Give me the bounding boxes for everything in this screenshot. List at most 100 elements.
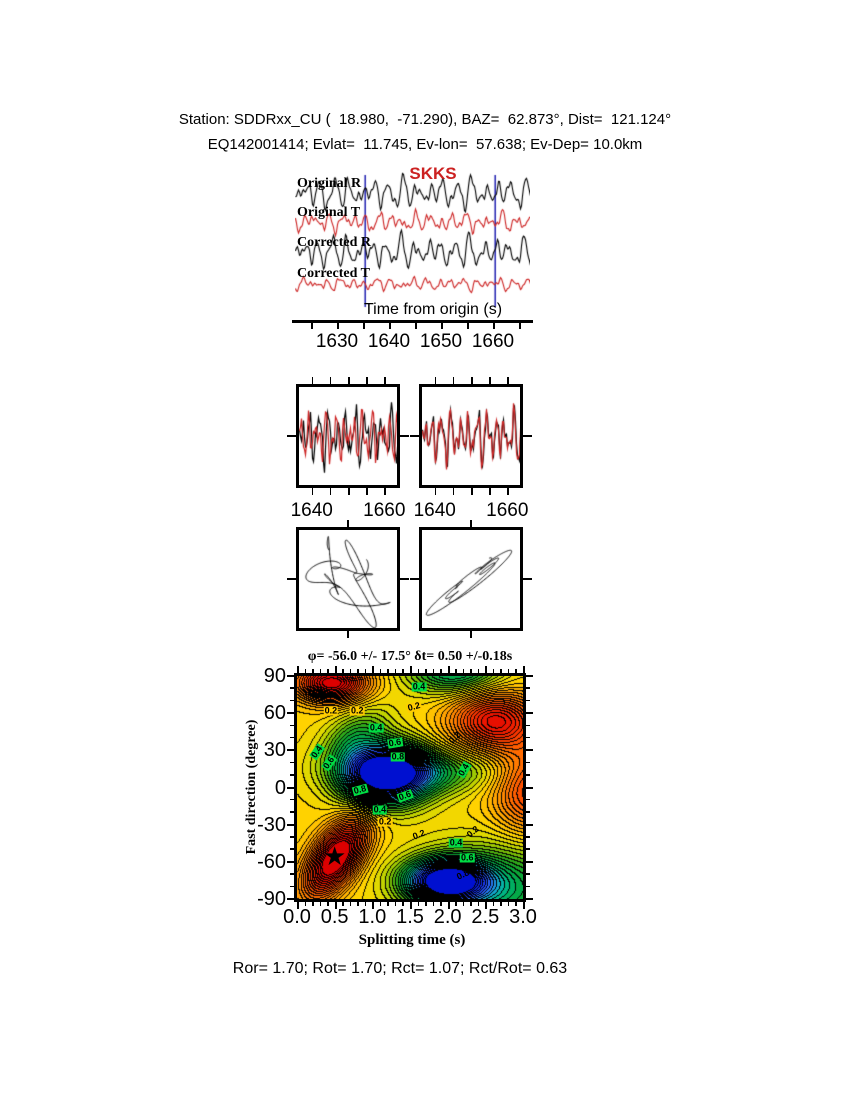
- time-axis-tick: [363, 323, 365, 329]
- contour-xtick-bottom: [455, 902, 457, 906]
- contour-ytick-right: [526, 712, 533, 715]
- contour-xtick-label: 0.5: [320, 906, 349, 928]
- contour-xtick-bottom: [387, 902, 389, 906]
- contour-xtick-top: [304, 669, 307, 673]
- contour-xtick-bottom: [319, 902, 322, 906]
- contour-ytick-left: [287, 786, 294, 789]
- contour-ytick-label: -30: [257, 813, 286, 836]
- misfit-surface-frame: [294, 673, 526, 902]
- pm-box-tick-bottom: [470, 631, 472, 638]
- contour-ytick-left: [290, 699, 294, 702]
- contour-xtick-label: 2.0: [433, 906, 462, 928]
- contour-xtick-bottom: [364, 902, 367, 906]
- time-axis-tick: [467, 323, 469, 329]
- contour-ytick-right: [526, 798, 530, 801]
- contour-ytick-label: 0: [274, 776, 286, 799]
- window-box-tick-bottom: [329, 488, 332, 495]
- window-box-tick-left: [287, 435, 296, 437]
- window-box-tick-label: 1660: [363, 500, 406, 521]
- contour-xtick-label: 2.5: [471, 906, 500, 928]
- contour-xtick-bottom: [507, 902, 510, 906]
- particle-motion-corrected-canvas: [422, 530, 520, 628]
- window-box-tick-top: [434, 377, 437, 384]
- contour-xtick-bottom: [297, 902, 299, 909]
- contour-xtick-bottom: [394, 902, 397, 906]
- contour-xtick-top: [440, 669, 442, 673]
- contour-value-label: 0.8: [390, 751, 406, 762]
- contour-xtick-top: [342, 669, 344, 673]
- contour-xtick-top: [477, 669, 480, 673]
- contour-xtick-top: [455, 669, 457, 673]
- contour-xtick-bottom: [304, 902, 307, 906]
- contour-xtick-top: [387, 669, 389, 673]
- contour-xtick-bottom: [500, 902, 502, 906]
- window-waveform-original-canvas: [299, 387, 397, 485]
- window-box-tick-label: 1640: [290, 500, 333, 521]
- window-box-tick-top: [311, 377, 314, 384]
- contour-ytick-label: -60: [257, 850, 286, 873]
- window-box-tick-bottom: [366, 488, 368, 495]
- time-tick-label: 1660: [471, 331, 515, 352]
- contour-xtick-bottom: [462, 902, 465, 906]
- contour-ytick-right: [526, 687, 530, 689]
- contour-xtick-top: [417, 669, 420, 673]
- contour-xtick-label: 1.5: [396, 906, 424, 928]
- contour-ytick-left: [290, 873, 294, 875]
- contour-xtick-bottom: [312, 902, 314, 906]
- contour-ytick-right: [526, 898, 533, 900]
- contour-ytick-left: [290, 885, 294, 888]
- contour-xtick-top: [334, 666, 337, 673]
- contour-ytick-right: [526, 873, 530, 875]
- contour-xtick-bottom: [349, 902, 352, 906]
- contour-xtick-top: [357, 669, 359, 673]
- contour-xtick-bottom: [342, 902, 344, 906]
- contour-ytick-left: [290, 836, 294, 838]
- contour-xtick-top: [485, 666, 488, 673]
- contour-ytick-right: [526, 761, 530, 764]
- contour-xtick-top: [500, 669, 502, 673]
- contour-xtick-bottom: [334, 902, 337, 909]
- contour-ytick-left: [290, 761, 294, 764]
- contour-ytick-left: [290, 798, 294, 801]
- contour-value-label: 0.4: [448, 837, 464, 848]
- quality-footer: Ror= 1.70; Rot= 1.70; Rct= 1.07; Rct/Rot…: [232, 960, 568, 977]
- time-axis-tick: [337, 323, 339, 329]
- pm-box-tick-left: [287, 578, 296, 580]
- event-header-line2: EQ142001414; Evlat= 11.745, Ev-lon= 57.6…: [207, 136, 643, 153]
- pm-box-tick-bottom: [347, 631, 349, 638]
- contour-xtick-top: [523, 666, 525, 673]
- contour-xtick-bottom: [357, 902, 359, 906]
- trace-label-corrected-r: Corrected R: [297, 235, 371, 250]
- window-box-tick-bottom: [434, 488, 437, 495]
- window-box-tick-right: [400, 435, 409, 437]
- contour-ytick-left: [290, 724, 294, 727]
- window-box-tick-top: [452, 377, 455, 384]
- contour-ytick-label: 60: [263, 702, 286, 725]
- time-tick-label: 1630: [315, 331, 359, 352]
- contour-ytick-left: [287, 675, 294, 677]
- misfit-title: φ= -56.0 +/- 17.5° δt= 0.50 +/-0.18s: [307, 649, 513, 664]
- pm-box-tick-right: [523, 578, 532, 580]
- contour-xtick-top: [402, 669, 404, 673]
- contour-xtick-bottom: [515, 902, 517, 906]
- time-tick-label: 1650: [419, 331, 463, 352]
- contour-value-label: 0.2: [323, 705, 339, 716]
- contour-value-label: 0.4: [368, 722, 384, 733]
- contour-xtick-top: [462, 669, 465, 673]
- contour-xtick-top: [515, 669, 517, 673]
- contour-xtick-top: [372, 666, 375, 673]
- window-waveform-corrected-canvas: [422, 387, 520, 485]
- contour-xtick-bottom: [402, 902, 404, 906]
- contour-ytick-left: [287, 898, 294, 900]
- contour-xtick-bottom: [470, 902, 472, 906]
- contour-ytick-right: [526, 885, 530, 888]
- contour-ytick-label: -90: [257, 888, 286, 910]
- contour-xtick-bottom: [379, 902, 382, 906]
- contour-xtick-bottom: [432, 902, 435, 906]
- window-box-tick-bottom: [471, 488, 473, 495]
- pm-box-tick-right: [400, 578, 409, 580]
- contour-ytick-right: [526, 786, 533, 789]
- contour-ytick-right: [526, 811, 530, 813]
- contour-xtick-bottom: [417, 902, 420, 906]
- contour-ytick-right: [526, 860, 533, 863]
